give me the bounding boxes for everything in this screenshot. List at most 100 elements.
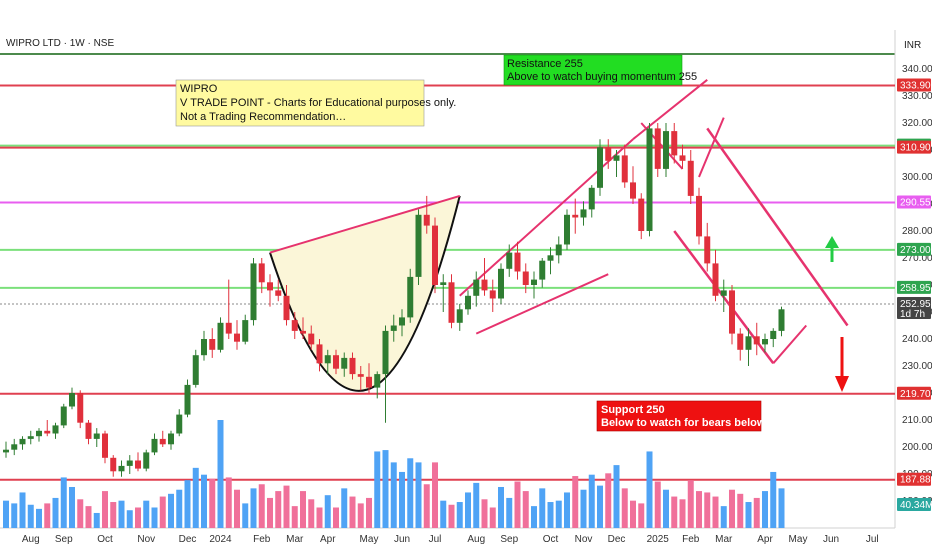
- volume-bar: [357, 503, 364, 528]
- volume-bar: [729, 489, 735, 528]
- candle: [135, 452, 141, 472]
- volume-bar: [745, 502, 752, 528]
- candle-body: [646, 128, 653, 231]
- candle-body: [753, 336, 760, 345]
- volume-bar: [118, 500, 125, 528]
- volume-bar: [770, 471, 777, 528]
- candle-body: [465, 295, 471, 310]
- price-pill-bg: [897, 280, 931, 294]
- volume-bar: [555, 500, 562, 528]
- resistance-box: [503, 54, 683, 86]
- volume-bar: [390, 462, 397, 528]
- candle: [580, 201, 587, 226]
- symbol-title: WIPRO LTD · 1W · NSE: [6, 38, 114, 49]
- candle-body: [209, 339, 216, 350]
- candle: [555, 236, 562, 264]
- candle-body: [555, 244, 562, 256]
- candle: [638, 193, 645, 240]
- candle: [242, 314, 249, 345]
- volume-bar: [432, 462, 438, 528]
- volume-bar: [654, 481, 661, 528]
- x-tick-label: Sep: [55, 534, 73, 545]
- price-pill-label: 187.88: [900, 475, 931, 486]
- volume-bar: [258, 484, 265, 528]
- price-pill-187.88: 187.88: [897, 472, 931, 486]
- volume-bar: [300, 491, 306, 528]
- x-tick-label: Aug: [467, 534, 485, 545]
- volume-bar: [473, 482, 480, 528]
- y-tick-label: 340.00: [902, 64, 932, 75]
- x-tick-label: May: [360, 534, 379, 545]
- falling-channel-base: [772, 324, 808, 364]
- candle: [374, 371, 381, 399]
- candle-body: [588, 187, 595, 210]
- x-tick-label: Aug: [22, 534, 40, 545]
- candle: [514, 241, 521, 280]
- candle: [52, 422, 59, 439]
- candle: [613, 150, 620, 177]
- price-pill-label: 252.95: [900, 299, 931, 310]
- candle-body: [366, 376, 372, 388]
- candle: [333, 349, 339, 375]
- volume-bar: [704, 492, 711, 528]
- volume-bar: [36, 508, 42, 528]
- candle: [316, 339, 323, 372]
- x-tick-label: Sep: [500, 534, 518, 545]
- candle-body: [745, 336, 752, 350]
- volume-bar: [366, 497, 372, 528]
- candle: [69, 387, 75, 410]
- candle: [201, 330, 207, 361]
- candle: [663, 123, 669, 177]
- x-tick-label: Jul: [429, 534, 442, 545]
- candle-body: [176, 414, 183, 434]
- volume-bar: [663, 489, 669, 528]
- price-pill-258.95: 258.95: [897, 280, 931, 294]
- candle: [597, 139, 603, 196]
- candle-body: [267, 282, 273, 291]
- candle-body: [11, 444, 18, 450]
- x-tick-label: Apr: [320, 534, 336, 545]
- volume-bar: [110, 502, 117, 528]
- candle: [209, 328, 216, 358]
- volume-bar: [201, 474, 207, 528]
- volume-bar: [646, 451, 653, 528]
- candle: [399, 309, 405, 337]
- price-pill-310.90: 310.90: [897, 140, 931, 154]
- candle: [192, 349, 199, 388]
- candle-body: [85, 422, 92, 439]
- candle: [184, 379, 191, 418]
- price-pill-sublabel: 1d 7h: [900, 309, 925, 320]
- volume-bar: [481, 499, 488, 528]
- volume-pill: 40.34M: [897, 498, 932, 511]
- volume-bar: [399, 471, 405, 528]
- candle-body: [712, 263, 719, 296]
- candle-body: [720, 290, 727, 296]
- candle-body: [3, 449, 9, 453]
- y-tick-label: 240.00: [902, 334, 932, 345]
- y-tick-label: 230.00: [902, 361, 932, 372]
- candle: [415, 209, 422, 285]
- candle-body: [630, 182, 636, 199]
- candle-body: [324, 355, 331, 364]
- arrow-up-icon: [825, 236, 839, 262]
- candle: [531, 271, 537, 299]
- candle: [770, 328, 777, 348]
- x-tick-label: Dec: [179, 534, 197, 545]
- volume-bar: [753, 497, 760, 528]
- cup-rim-line: [269, 194, 461, 254]
- candle-body: [613, 155, 620, 161]
- volume-bar: [60, 477, 67, 528]
- price-pill-label: 258.95: [900, 283, 931, 294]
- candle-body: [778, 309, 785, 331]
- y-tick-label: 270.00: [902, 253, 932, 264]
- y-tick-label: 330.00: [902, 91, 932, 102]
- candle-body: [341, 357, 348, 369]
- note-line-2: V TRADE POINT - Charts for Educational p…: [180, 97, 456, 109]
- candle: [44, 420, 51, 437]
- volume-bar: [333, 507, 339, 528]
- volume-bar: [382, 450, 389, 528]
- price-pill-label: 290.55: [900, 198, 931, 209]
- price-pill-333.90: 333.90: [897, 78, 931, 92]
- volume-bar: [720, 506, 727, 528]
